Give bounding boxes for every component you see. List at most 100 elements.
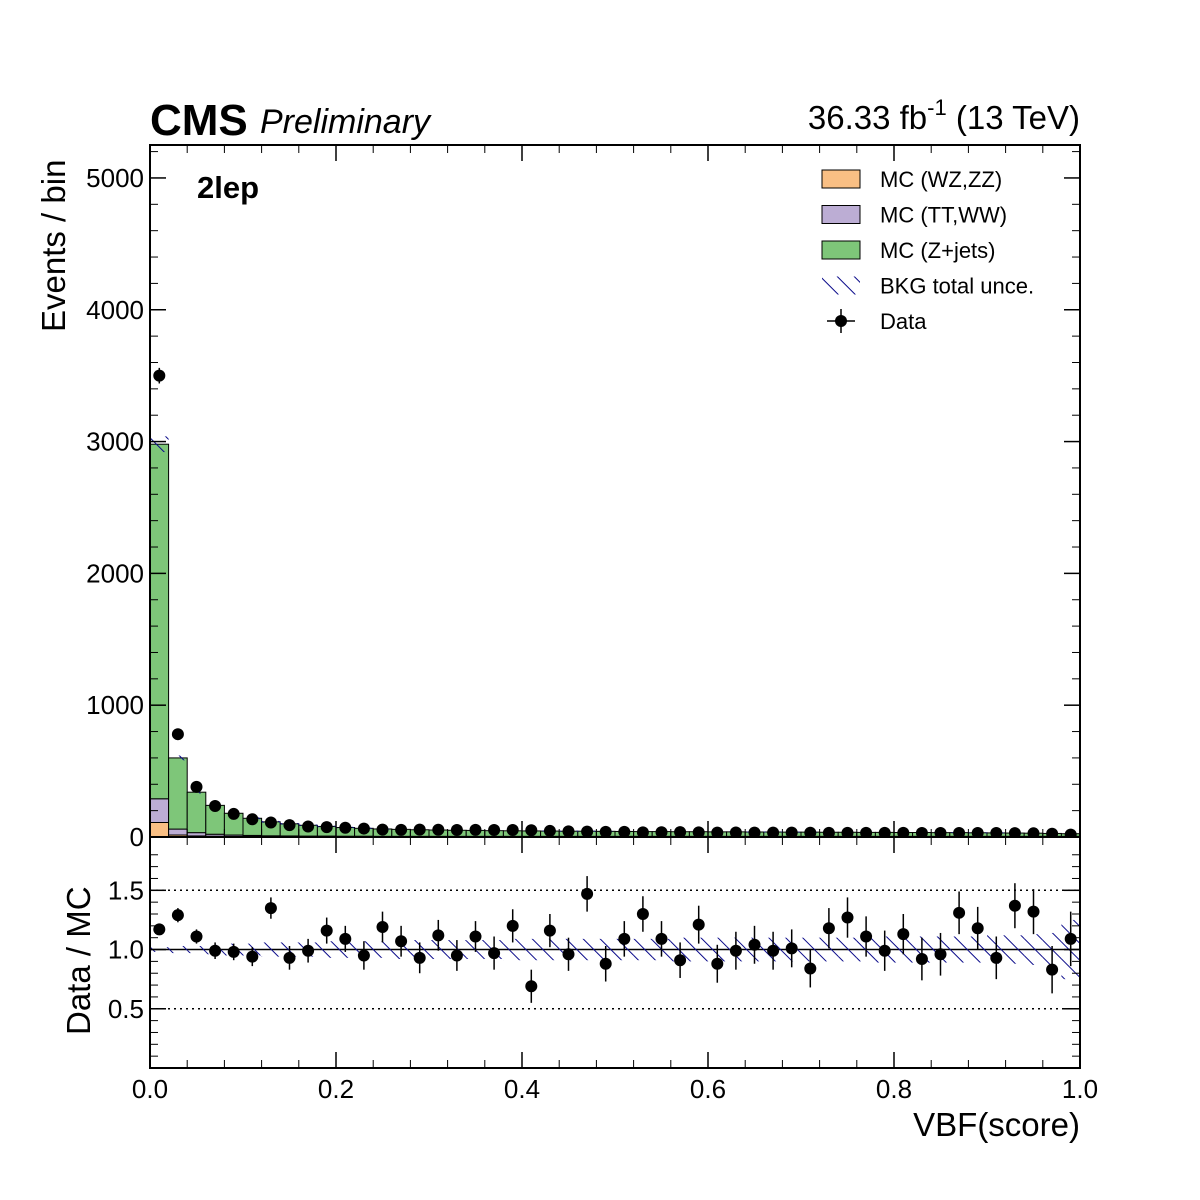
ratio-point-44	[971, 922, 984, 935]
data-point-32	[748, 826, 761, 837]
data-point-11	[357, 822, 370, 835]
xtick-label-4: 0.8	[876, 1074, 912, 1104]
data-point-26	[636, 826, 649, 837]
ratio-unc-band-2	[187, 945, 206, 954]
ratio-point-4	[227, 945, 240, 958]
stacked-histogram	[150, 443, 1080, 837]
lumi-label: 36.33 fb-1 (13 TeV)	[808, 95, 1080, 136]
experiment-label: CMS	[150, 96, 248, 145]
ratio-point-27	[655, 932, 668, 945]
ratio-point-40	[897, 928, 910, 941]
data-point-37	[841, 826, 854, 837]
data-point-49	[1064, 828, 1077, 837]
ratio-unc-band-12	[373, 941, 392, 958]
ratio-point-20	[525, 980, 538, 993]
ratio-point-21	[543, 924, 556, 937]
main-ytick-label-0: 0	[130, 822, 144, 852]
main-ytick-label-5000: 5000	[86, 163, 144, 193]
ratio-point-8	[302, 944, 315, 957]
ratio-unc-band-47	[1024, 934, 1043, 965]
bar-ttww-1	[168, 828, 188, 836]
data-point-39	[878, 826, 891, 837]
data-point-36	[822, 826, 835, 837]
energy-label: (13 TeV)	[956, 99, 1080, 136]
ratio-point-36	[822, 922, 835, 935]
ratio-point-6	[264, 902, 277, 915]
lumi-exponent: -1	[927, 95, 947, 120]
ratio-point-18	[488, 947, 501, 960]
data-point-17	[469, 823, 482, 836]
ratio-y-ticks: 0.5 1.0 1.5	[108, 854, 1080, 1057]
x-axis-label: VBF(score)	[913, 1106, 1080, 1143]
ratio-point-48	[1046, 963, 1059, 976]
legend-swatch-unc	[822, 276, 860, 295]
ratio-point-24	[599, 957, 612, 970]
data-point-10	[339, 821, 352, 834]
legend-marker-dot	[835, 315, 847, 327]
ratio-point-9	[320, 924, 333, 937]
data-point-21	[543, 824, 556, 837]
ratio-point-10	[339, 932, 352, 945]
data-point-7	[283, 819, 296, 832]
ratio-point-11	[357, 949, 370, 962]
data-point-9	[320, 821, 333, 834]
ratio-point-13	[395, 935, 408, 948]
bar-zjets-1	[168, 757, 188, 830]
ratio-point-28	[674, 954, 687, 967]
ratio-point-33	[767, 944, 780, 957]
ratio-ytick-label-2: 1.5	[108, 875, 144, 905]
ratio-point-7	[283, 951, 296, 964]
data-point-22	[562, 825, 575, 837]
data-point-8	[302, 820, 315, 833]
ratio-point-49	[1064, 932, 1077, 945]
data-point-38	[860, 826, 873, 837]
ratio-unc-band-26	[633, 938, 653, 961]
ratio-point-45	[990, 951, 1003, 964]
data-point-12	[376, 823, 389, 836]
ratio-point-31	[729, 944, 742, 957]
ratio-unc-band-1	[168, 945, 188, 954]
ratio-data-points	[153, 876, 1077, 1003]
unc-band-1	[168, 755, 188, 761]
legend-label-zjets: MC (Z+jets)	[880, 238, 996, 263]
ratio-point-12	[376, 921, 389, 934]
y-axis-label-ratio: Data / MC	[60, 886, 97, 1035]
ratio-ytick-label-1: 1.0	[108, 935, 144, 965]
ratio-unc-band-37	[838, 937, 857, 962]
ratio-point-47	[1027, 905, 1040, 918]
lumi-spacer	[947, 99, 956, 136]
status-label: Preliminary	[260, 103, 432, 141]
ratio-point-26	[636, 908, 649, 920]
data-point-20	[525, 824, 538, 837]
xtick-label-5: 1.0	[1062, 1074, 1098, 1104]
ratio-point-25	[618, 932, 631, 945]
ratio-point-34	[785, 942, 798, 955]
data-point-19	[506, 824, 519, 837]
data-point-2	[190, 780, 203, 793]
ratio-unc-band-36	[819, 937, 839, 962]
legend-swatch-zjets	[821, 240, 861, 260]
ratio-unc-band-21	[540, 938, 560, 961]
ratio-point-16	[450, 949, 463, 962]
y-axis-label-main: Events / bin	[35, 160, 72, 332]
data-point-44	[971, 827, 984, 837]
legend-swatch-wzzz	[821, 169, 861, 189]
ratio-frame	[149, 836, 1081, 1069]
main-uncertainty-band	[150, 436, 1080, 835]
ratio-point-46	[1008, 899, 1021, 912]
xtick-label-0: 0.0	[132, 1074, 168, 1104]
ratio-point-37	[841, 911, 854, 924]
data-point-24	[599, 825, 612, 837]
data-point-47	[1027, 827, 1040, 837]
legend-label-wzzz: MC (WZ,ZZ)	[880, 167, 1002, 192]
ratio-point-14	[413, 951, 426, 964]
ratio-point-2	[190, 930, 203, 943]
main-data-points	[153, 367, 1077, 837]
data-point-43	[953, 827, 966, 837]
ratio-unc-band-9	[317, 941, 336, 958]
bar-wzzz-0	[150, 822, 170, 837]
data-point-46	[1008, 827, 1021, 837]
main-y-ticks: 0 1000 2000 3000 4000 5000	[86, 151, 1080, 852]
xtick-label-2: 0.4	[504, 1074, 540, 1104]
